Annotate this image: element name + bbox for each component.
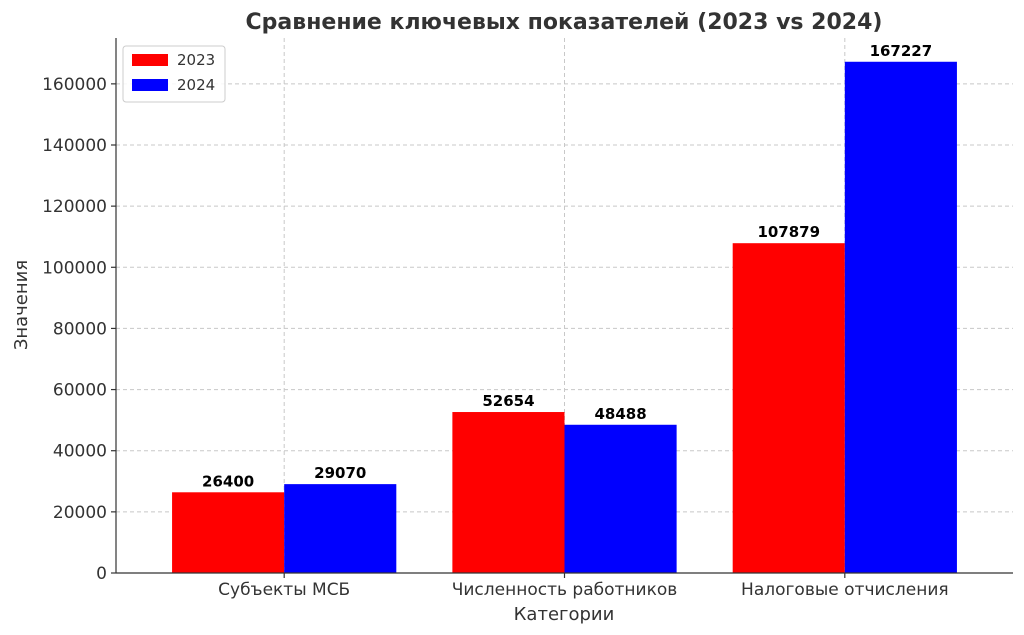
y-axis-label: Значения xyxy=(11,260,32,350)
data-labels: 26400 52654 107879 29070 48488 167227 xyxy=(202,42,932,491)
bar-2023-3 xyxy=(732,243,845,573)
legend-swatch-2024 xyxy=(132,79,168,91)
bar-2024-1 xyxy=(284,484,397,573)
y-tick-label: 0 xyxy=(96,564,107,584)
bar-2024-2 xyxy=(564,424,677,573)
y-tick-label: 140000 xyxy=(42,136,107,156)
x-tick-label: Налоговые отчисления xyxy=(741,580,949,600)
data-label-2024-2: 48488 xyxy=(594,405,646,423)
data-label-2023-3: 107879 xyxy=(757,223,820,241)
chart-title: Сравнение ключевых показателей (2023 vs … xyxy=(246,10,883,35)
y-tick-label: 60000 xyxy=(53,381,107,401)
legend-label-2024: 2024 xyxy=(177,76,215,94)
y-axis-ticks: 0 20000 40000 60000 80000 100000 120000 140000 1… xyxy=(42,75,116,584)
x-axis-label: Категории xyxy=(514,604,615,625)
bar-2024-3 xyxy=(844,61,957,573)
x-axis-ticks: Субъекты МСБ Численность работников Налого… xyxy=(218,573,949,600)
x-tick-label: Субъекты МСБ xyxy=(218,580,350,600)
y-tick-label: 40000 xyxy=(53,442,107,462)
bar-2023-2 xyxy=(452,412,565,573)
data-label-2023-1: 26400 xyxy=(202,472,254,490)
data-label-2023-2: 52654 xyxy=(482,392,534,410)
bar-2023-1 xyxy=(172,492,285,573)
y-tick-label: 80000 xyxy=(53,319,107,339)
y-tick-label: 100000 xyxy=(42,258,107,278)
x-tick-label: Численность работников xyxy=(452,580,678,600)
legend-label-2023: 2023 xyxy=(177,51,215,69)
y-tick-label: 20000 xyxy=(53,503,107,523)
bars xyxy=(172,61,957,573)
y-tick-label: 160000 xyxy=(42,75,107,95)
legend-swatch-2023 xyxy=(132,54,168,66)
y-tick-label: 120000 xyxy=(42,197,107,217)
legend: 2023 2024 xyxy=(122,45,226,103)
data-label-2024-3: 167227 xyxy=(870,42,933,60)
data-label-2024-1: 29070 xyxy=(314,464,366,482)
